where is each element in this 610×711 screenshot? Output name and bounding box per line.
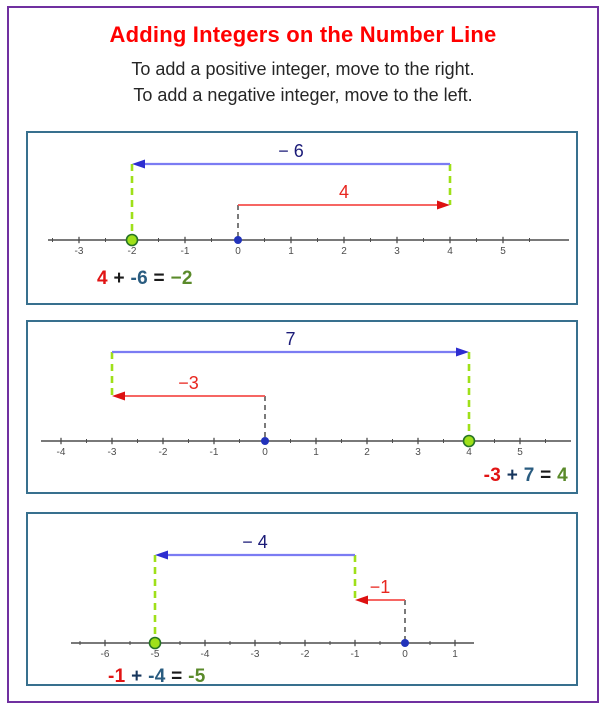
tick-label: 2 [341,246,347,257]
blue-move-label: 7 [285,329,295,349]
tick-label: 0 [235,246,241,257]
equation-part: 4 [557,465,568,486]
result-point [148,636,162,650]
tick-label: -4 [201,649,210,660]
tick-label: 1 [313,447,319,458]
start-point [234,236,242,244]
instruction-line-2: To add a negative integer, move to the l… [133,85,473,105]
red-move-label: −1 [370,577,391,597]
example-panel-3: − 4 −1 -6 -5 -4 -3 -2 -1 0 1 -1 + -4 = -5 [26,512,578,688]
equation-1: 4 + -6 = −2 [97,268,193,290]
equation-part: + [107,268,131,289]
number-line-figure-1: − 6 4 -3 -2 -1 0 1 2 3 4 5 [48,141,569,257]
tick-label: 2 [364,447,370,458]
tick-label: -1 [181,246,190,257]
equation-part: = [165,666,189,687]
page-title: Adding Integers on the Number Line [109,22,497,47]
equation-part: -6 [130,268,148,289]
tick-label: -3 [251,649,260,660]
tick-label: 5 [500,246,506,257]
blue-move-label: − 4 [242,532,268,552]
start-point [401,639,409,647]
example-panel-1: − 6 4 -3 -2 -1 0 1 2 3 4 5 4 + -6 = −2 [26,131,578,305]
start-point [261,437,269,445]
equation-part: -4 [148,666,166,687]
equation-part: + [125,666,149,687]
blue-move-label: − 6 [278,141,304,161]
tick-label: -1 [351,649,360,660]
equation-part: -3 [483,465,502,486]
tick-label: 3 [394,246,400,257]
tick-label: 1 [452,649,458,660]
example-panel-2: 7 −3 -4 -3 -2 -1 0 1 2 3 4 5 -3 + 7 = 4 [26,320,578,494]
red-move-label: 4 [339,182,349,202]
result-point [125,233,139,247]
equation-part: 7 [523,465,535,486]
number-line-figure-3: − 4 −1 -6 -5 -4 -3 -2 -1 0 1 [71,532,474,660]
tick-label: 4 [447,246,453,257]
tick-label: 0 [402,649,408,660]
tick-label: -3 [75,246,84,257]
tick-label: -1 [210,447,219,458]
tick-label: -4 [57,447,66,458]
equation-part: + [501,465,524,486]
equation-part: −2 [170,268,193,289]
tick-label: 1 [288,246,294,257]
header: Adding Integers on the Number Line To ad… [9,22,597,108]
tick-label: 0 [262,447,268,458]
blue-move-arrow-head [132,159,145,169]
equation-3: -1 + -4 = -5 [108,666,206,688]
equation-part: = [534,465,558,486]
tick-label: -5 [151,649,160,660]
equation-2: -3 + 7 = 4 [484,465,568,487]
equation-part: 4 [97,268,108,289]
tick-label: -6 [101,649,110,660]
red-move-arrow-head [112,391,125,401]
red-move-arrow-head [355,595,368,605]
tick-label: 5 [517,447,523,458]
instruction-line-1: To add a positive integer, move to the r… [131,59,475,79]
blue-move-arrow-head [155,550,168,560]
tick-label: -2 [301,649,310,660]
equation-part: = [147,268,171,289]
equation-part: -5 [188,666,206,687]
red-move-label: −3 [178,373,199,393]
number-line-figure-2: 7 −3 -4 -3 -2 -1 0 1 2 3 4 5 [41,329,571,458]
blue-move-arrow-head [456,347,469,357]
tick-label: -2 [159,447,168,458]
tick-label: 3 [415,447,421,458]
tick-label: -3 [108,447,117,458]
tick-label: 4 [466,447,472,458]
result-point [462,434,476,448]
red-move-arrow-head [437,200,450,210]
tick-label: -2 [128,246,137,257]
equation-part: -1 [108,666,126,687]
